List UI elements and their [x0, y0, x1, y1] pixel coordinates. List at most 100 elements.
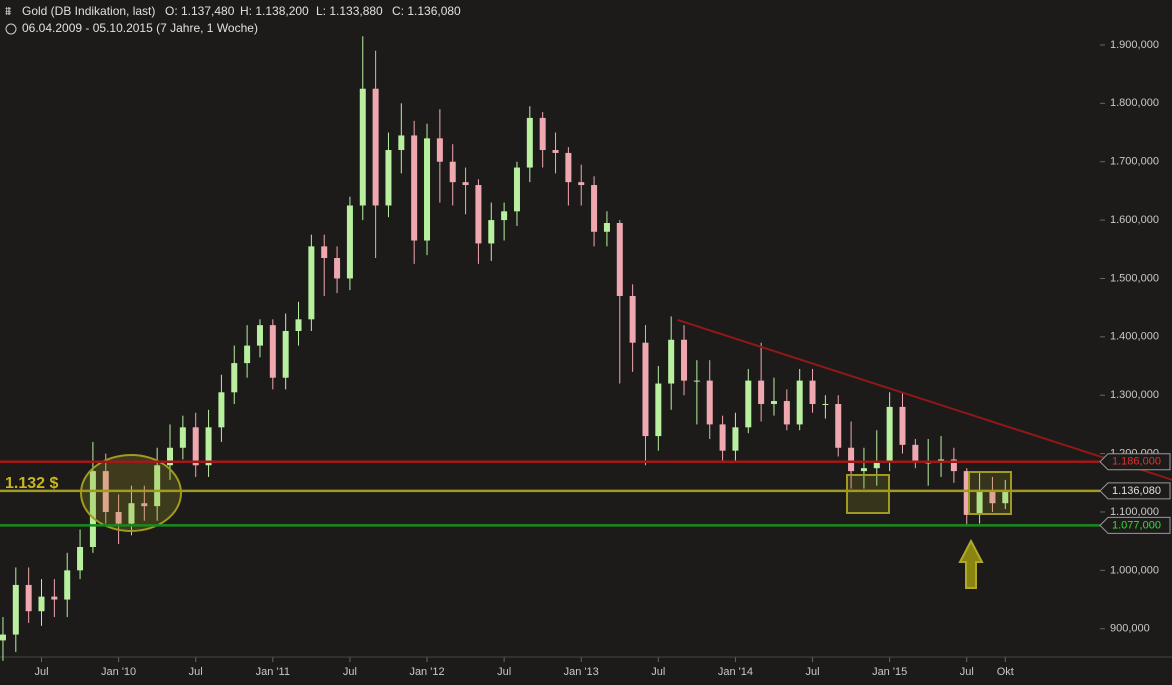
candle-body [141, 503, 148, 507]
x-tick-label: Jul [343, 666, 357, 678]
candle-body [513, 167, 520, 212]
candle-body [539, 117, 546, 151]
candle-body [436, 138, 443, 162]
ohlc-open: O: 1.137,480 [165, 4, 235, 18]
y-tick-label: 1.400,000 [1110, 331, 1159, 343]
candle-body [128, 503, 135, 524]
candle-body [976, 491, 983, 515]
chart-subtitle: 06.04.2009 - 05.10.2015 (7 Jahre, 1 Woch… [22, 21, 258, 35]
y-tick-label: 1.800,000 [1110, 97, 1159, 109]
x-tick-label: Jan '14 [718, 666, 753, 678]
candle-body [899, 406, 906, 445]
candle-body [758, 380, 765, 404]
candle-body [770, 401, 777, 404]
candle-body [950, 459, 957, 472]
candle-body [860, 468, 867, 472]
x-tick-label: Jan '12 [409, 666, 444, 678]
candle-body [282, 331, 289, 378]
highlight-ellipse [80, 454, 182, 532]
candle-body [269, 325, 276, 378]
candle-body [603, 223, 610, 232]
y-tick-label: 1.000,000 [1110, 564, 1159, 576]
x-tick-label: Jul [34, 666, 48, 678]
candle-body [154, 465, 161, 507]
candle-body [809, 380, 816, 404]
candle-body [424, 138, 431, 241]
candle-body [873, 462, 880, 469]
candle-body [796, 380, 803, 425]
candle-body [385, 150, 392, 206]
x-tick-label: Jul [651, 666, 665, 678]
candle-body [732, 427, 739, 451]
icon: ⩩ [5, 4, 12, 18]
x-tick-label: Jan '10 [101, 666, 136, 678]
candle-body [359, 88, 366, 206]
price-tag-label: 1.186,000 [1112, 456, 1161, 468]
y-tick-label: 1.500,000 [1110, 272, 1159, 284]
candle-body [693, 380, 700, 382]
ohlc-close: C: 1.136,080 [392, 4, 461, 18]
candle-body [115, 511, 122, 524]
price-tag [1099, 482, 1171, 500]
candle-body [77, 547, 84, 571]
candle-body [1002, 490, 1009, 504]
candle-body [526, 117, 533, 168]
candle-body [205, 427, 212, 466]
x-tick-label: Jan '15 [872, 666, 907, 678]
ohlc-high: H: 1.138,200 [240, 4, 309, 18]
candle-body [681, 339, 688, 381]
candle-body [411, 135, 418, 241]
x-tick-label: Jul [960, 666, 974, 678]
price-tag-label: 1.077,000 [1112, 519, 1161, 531]
candle-body [89, 471, 96, 548]
candle-body [12, 584, 19, 635]
candle-body [552, 150, 559, 153]
candle-body [989, 491, 996, 504]
price-tag [1099, 516, 1171, 534]
plot [0, 36, 1172, 662]
candle-body [398, 135, 405, 151]
x-tick-label: Jul [497, 666, 511, 678]
price-tag-label: 1.136,080 [1112, 485, 1161, 497]
candle-body [295, 319, 302, 332]
candle-body [822, 403, 829, 405]
candle-body [346, 205, 353, 279]
ohlc-low: L: 1.133,880 [316, 4, 383, 18]
candle-body [231, 363, 238, 393]
y-tick-label: 900,000 [1110, 623, 1150, 635]
candle-body [578, 182, 585, 186]
candle-body [719, 424, 726, 451]
price-tag [1099, 453, 1171, 471]
candle-body [668, 339, 675, 384]
candle-body [192, 427, 199, 466]
arrow [958, 538, 984, 589]
candle-body [449, 161, 456, 183]
candle-body [475, 185, 482, 244]
y-tick-label: 1.600,000 [1110, 214, 1159, 226]
candle-body [218, 392, 225, 428]
candle-body [655, 383, 662, 437]
candle-body [51, 596, 58, 600]
x-tick-label: Jan '13 [564, 666, 599, 678]
candle-body [912, 444, 919, 463]
candle-body [462, 182, 469, 186]
candle-body [642, 342, 649, 437]
candle-body [591, 185, 598, 232]
candle-body [334, 258, 341, 279]
candle-body [565, 152, 572, 183]
candle-body [256, 325, 263, 346]
highlight-box [968, 471, 1012, 515]
candle-body [616, 223, 623, 296]
candle-body [488, 220, 495, 244]
candle-body [848, 447, 855, 472]
candle-body [167, 447, 174, 466]
candle-body [244, 345, 251, 364]
y-tick-label: 1.300,000 [1110, 389, 1159, 401]
y-tick-label: 1.700,000 [1110, 156, 1159, 168]
candle-body [38, 596, 45, 612]
y-tick-label: 1.900,000 [1110, 39, 1159, 51]
candle-body [64, 570, 71, 600]
candle-body [25, 584, 32, 612]
